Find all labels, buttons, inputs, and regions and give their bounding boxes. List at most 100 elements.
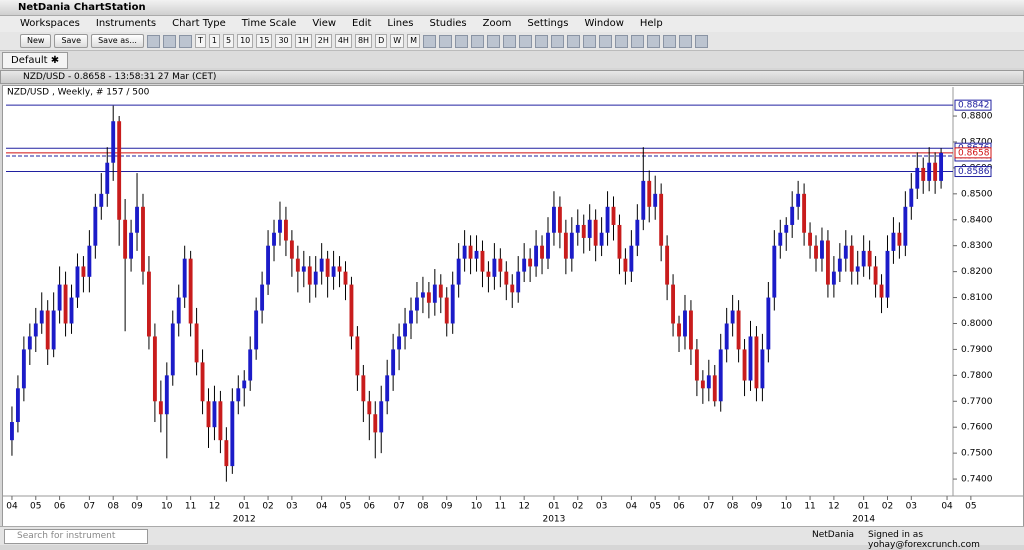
timeframe-button[interactable]: 1H xyxy=(294,34,312,48)
timeframe-button[interactable]: D xyxy=(375,34,388,48)
tool-icon[interactable] xyxy=(647,34,661,48)
toolbar-button[interactable]: Save as... xyxy=(91,34,144,48)
candle-body xyxy=(27,336,32,350)
year-label: 2012 xyxy=(233,515,256,525)
candle-body xyxy=(444,297,449,324)
candle-body xyxy=(742,349,747,381)
candle-body xyxy=(575,224,580,233)
timeframe-button[interactable]: 4H xyxy=(334,34,352,48)
chart-type-icon[interactable] xyxy=(146,34,160,48)
tool-icon[interactable] xyxy=(519,34,533,48)
timeframe-button[interactable]: 15 xyxy=(256,34,273,48)
candle-body xyxy=(295,258,300,272)
menu-item[interactable]: View xyxy=(312,18,337,29)
candle-body xyxy=(903,206,908,246)
candle-body xyxy=(409,310,413,324)
candle-body xyxy=(21,349,26,389)
menu-item[interactable]: Window xyxy=(584,18,624,29)
candle-body xyxy=(814,245,818,259)
tool-icon[interactable] xyxy=(583,34,597,48)
menu-item[interactable]: Instruments xyxy=(95,18,157,29)
candle-body xyxy=(15,388,20,423)
tool-icon[interactable] xyxy=(455,34,469,48)
candle-body xyxy=(665,245,670,285)
tool-icon[interactable] xyxy=(695,34,709,48)
timeframe-button[interactable]: 8H xyxy=(354,34,373,48)
timeframe-button[interactable]: 5 xyxy=(222,34,235,48)
candle-body xyxy=(349,284,354,337)
chart-type-icon[interactable] xyxy=(178,34,192,48)
candle-body xyxy=(623,258,628,272)
candle-body xyxy=(182,258,187,298)
tab-label[interactable]: Default xyxy=(11,55,48,66)
toolbar-button[interactable]: New xyxy=(20,34,52,48)
search-box[interactable]: Search for instrument xyxy=(4,529,148,544)
candle-body xyxy=(671,284,676,324)
menu-item[interactable]: Workspaces xyxy=(20,18,80,29)
candle-body xyxy=(617,224,622,259)
x-tick-label: 02 xyxy=(262,502,273,512)
candle-body xyxy=(254,310,259,350)
menu-item[interactable]: Studies xyxy=(429,18,467,29)
candle-body xyxy=(242,380,247,389)
candle-body xyxy=(522,258,527,272)
candle-body xyxy=(403,323,407,337)
timeframe-button[interactable]: 1 xyxy=(208,34,220,48)
candle-body xyxy=(379,401,384,433)
tab[interactable]: Default ✱ xyxy=(2,52,69,69)
menu-item[interactable]: Help xyxy=(639,18,663,29)
tool-icon[interactable] xyxy=(567,34,581,48)
tool-icon[interactable] xyxy=(599,34,613,48)
x-tick-label: 11 xyxy=(804,502,815,512)
toolbar-button[interactable]: Save xyxy=(54,34,89,48)
tool-icon[interactable] xyxy=(679,34,693,48)
candle-body xyxy=(123,219,128,259)
y-tick-label: 0.8800 xyxy=(961,112,993,122)
tool-icon[interactable] xyxy=(631,34,645,48)
x-tick-label: 09 xyxy=(131,502,143,512)
tool-icon[interactable] xyxy=(615,34,629,48)
candle-body xyxy=(802,193,807,233)
candle-body xyxy=(33,323,38,337)
y-tick-label: 0.8300 xyxy=(961,241,993,251)
y-tick-label: 0.8100 xyxy=(961,293,993,303)
timeframe-button[interactable]: 30 xyxy=(275,34,292,48)
candle-body xyxy=(921,167,926,181)
menu-item[interactable]: Chart Type xyxy=(172,18,226,29)
candle-body xyxy=(176,297,181,324)
x-tick-label: 08 xyxy=(107,502,119,512)
tool-icon[interactable] xyxy=(487,34,501,48)
candle-body xyxy=(266,245,270,285)
tool-icon[interactable] xyxy=(423,34,437,48)
candle-body xyxy=(224,440,229,467)
timeframe-button[interactable]: 10 xyxy=(237,34,254,48)
timeframe-button[interactable]: M xyxy=(407,34,421,48)
candle-body xyxy=(373,414,378,433)
tool-icon[interactable] xyxy=(439,34,453,48)
tool-icon[interactable] xyxy=(535,34,549,48)
level-label: 0.8658 xyxy=(958,148,990,158)
menu-item[interactable]: Lines xyxy=(387,18,414,29)
chart-type-icon[interactable] xyxy=(162,34,176,48)
candle-body xyxy=(611,206,616,225)
tool-icon[interactable] xyxy=(551,34,565,48)
tool-icon[interactable] xyxy=(663,34,677,48)
candle-body xyxy=(87,245,92,277)
candle-body xyxy=(188,258,193,324)
menu-item[interactable]: Edit xyxy=(352,18,372,29)
search-placeholder[interactable]: Search for instrument xyxy=(17,531,116,541)
candle-body xyxy=(355,336,360,376)
timeframe-button[interactable]: T xyxy=(194,34,206,48)
menu-item[interactable]: Zoom xyxy=(482,18,512,29)
candle-body xyxy=(891,232,896,251)
tool-icon[interactable] xyxy=(471,34,485,48)
menu-item[interactable]: Time Scale xyxy=(241,18,297,29)
status-bar: Search for instrument NetDania Signed in… xyxy=(0,526,1024,550)
x-tick-label: 11 xyxy=(495,502,506,512)
timeframe-button[interactable]: W xyxy=(390,34,405,48)
tool-icon[interactable] xyxy=(503,34,517,48)
timeframe-button[interactable]: 2H xyxy=(314,34,332,48)
x-tick-label: 11 xyxy=(185,502,196,512)
menu-item[interactable]: Settings xyxy=(527,18,569,29)
candle-body xyxy=(909,188,914,207)
